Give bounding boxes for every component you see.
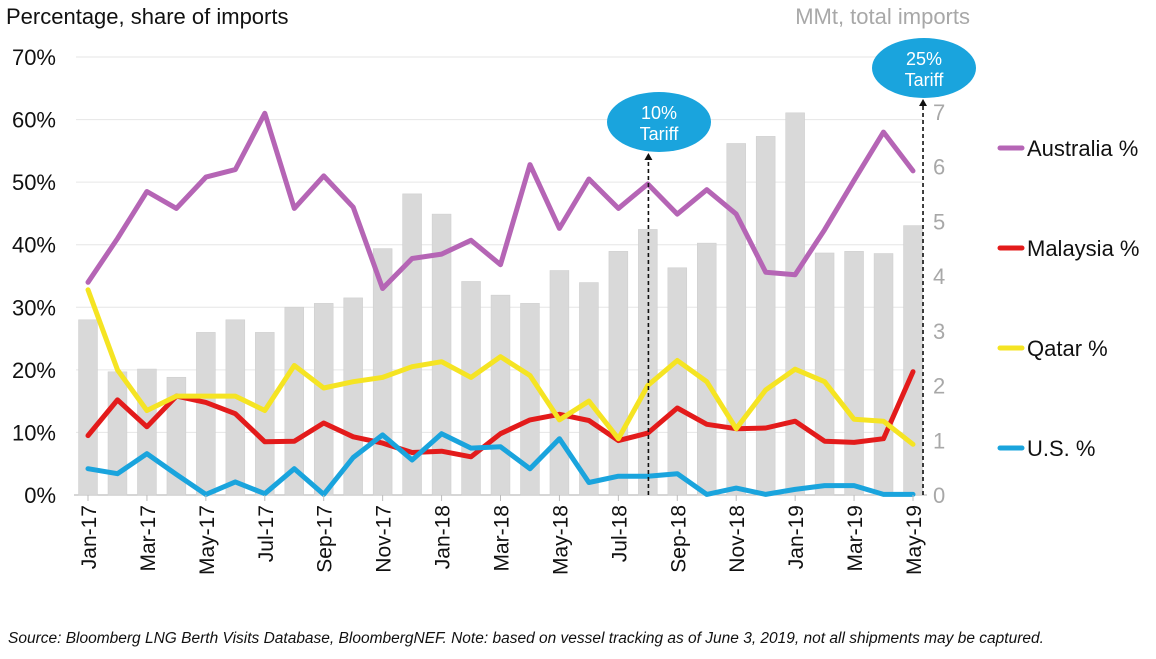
left-tick-label: 70% bbox=[12, 45, 56, 70]
x-axis-ticks: Jan-17 Mar-17 May-17 Jul-17 Sep-17 Nov-17 Jan-… bbox=[78, 495, 926, 575]
right-axis-title: MMt, total imports bbox=[795, 4, 970, 29]
x-tick-label: May-19 bbox=[903, 505, 926, 575]
x-tick-label: Jan-19 bbox=[785, 505, 808, 569]
import-bar bbox=[697, 242, 717, 496]
right-tick-label: 2 bbox=[933, 374, 945, 399]
x-tick-label: Nov-18 bbox=[726, 505, 749, 573]
import-bar bbox=[313, 303, 334, 496]
import-bar bbox=[785, 112, 805, 496]
import-bar bbox=[196, 332, 216, 496]
right-axis-ticks: 0 1 2 3 4 5 6 7 bbox=[933, 100, 945, 508]
x-tick-label: May-17 bbox=[196, 505, 219, 575]
series-line bbox=[85, 431, 916, 497]
left-tick-label: 0% bbox=[24, 483, 56, 508]
import-bar bbox=[402, 193, 422, 496]
x-tick-label: Nov-17 bbox=[373, 505, 396, 573]
import-bar bbox=[520, 303, 540, 496]
source-note: Source: Bloomberg LNG Berth Visits Datab… bbox=[8, 630, 1044, 647]
import-bar bbox=[903, 225, 923, 496]
left-tick-label: 20% bbox=[12, 358, 56, 383]
import-bar bbox=[225, 319, 246, 496]
import-bar bbox=[755, 136, 776, 496]
import-bar bbox=[137, 368, 157, 496]
import-bar bbox=[461, 281, 481, 496]
left-tick-label: 40% bbox=[12, 233, 56, 258]
x-tick-label: Mar-17 bbox=[137, 505, 160, 572]
legend-label: Malaysia % bbox=[1027, 236, 1139, 261]
tariff-label-text: Tariff bbox=[905, 70, 945, 90]
import-bar bbox=[107, 371, 128, 496]
tariff-bubble bbox=[607, 92, 711, 152]
legend: Australia % Malaysia % Qatar % U.S. % bbox=[997, 136, 1139, 461]
import-bar bbox=[284, 306, 304, 496]
x-tick-label: Sep-17 bbox=[314, 505, 337, 573]
series-line bbox=[85, 369, 916, 460]
import-bar bbox=[579, 282, 599, 496]
import-bar bbox=[667, 267, 688, 496]
import-bar bbox=[490, 294, 511, 496]
x-tick-label: Jul-18 bbox=[608, 505, 631, 562]
legend-label: U.S. % bbox=[1027, 436, 1095, 461]
legend-label: Australia % bbox=[1027, 136, 1138, 161]
import-bar bbox=[726, 143, 746, 496]
import-bar bbox=[255, 332, 275, 496]
tariff-label-text: Tariff bbox=[640, 124, 680, 144]
right-tick-label: 6 bbox=[933, 155, 945, 180]
left-tick-label: 30% bbox=[12, 295, 56, 320]
left-tick-label: 50% bbox=[12, 170, 56, 195]
left-axis-title: Percentage, share of imports bbox=[6, 4, 288, 29]
right-tick-label: 0 bbox=[933, 483, 945, 508]
x-tick-label: Sep-18 bbox=[667, 505, 690, 573]
right-tick-label: 4 bbox=[933, 264, 945, 289]
import-bar bbox=[873, 253, 894, 496]
x-tick-label: Mar-18 bbox=[491, 505, 514, 572]
x-tick-label: Mar-19 bbox=[844, 505, 867, 572]
left-axis-ticks: 0% 10% 20% 30% 40% 50% 60% 70% bbox=[12, 45, 56, 508]
import-volume-bars bbox=[78, 112, 923, 496]
import-bar bbox=[844, 251, 864, 496]
import-bar bbox=[608, 251, 629, 496]
left-tick-label: 10% bbox=[12, 420, 56, 445]
tariff-arrowhead bbox=[644, 153, 653, 160]
import-bar bbox=[166, 376, 187, 496]
series-line bbox=[85, 110, 916, 291]
right-tick-label: 5 bbox=[933, 209, 945, 234]
legend-label: Qatar % bbox=[1027, 336, 1108, 361]
x-tick-label: Jan-17 bbox=[78, 505, 101, 569]
import-bar bbox=[343, 297, 363, 496]
x-tick-label: Jan-18 bbox=[432, 505, 455, 569]
x-tick-label: Jul-17 bbox=[255, 505, 278, 562]
right-tick-label: 3 bbox=[933, 319, 945, 344]
x-tick-label: May-18 bbox=[549, 505, 572, 575]
tariff-label-rate: 25% bbox=[906, 49, 942, 69]
tariff-arrowhead bbox=[919, 99, 928, 106]
series-lines bbox=[85, 110, 916, 497]
tariff-bubble bbox=[872, 38, 976, 98]
right-tick-label: 1 bbox=[933, 428, 945, 453]
tariff-label-rate: 10% bbox=[641, 103, 677, 123]
series-line bbox=[85, 287, 916, 447]
left-tick-label: 60% bbox=[12, 108, 56, 133]
right-tick-label: 7 bbox=[933, 100, 945, 125]
import-bar bbox=[814, 252, 835, 496]
import-bar bbox=[549, 270, 570, 496]
